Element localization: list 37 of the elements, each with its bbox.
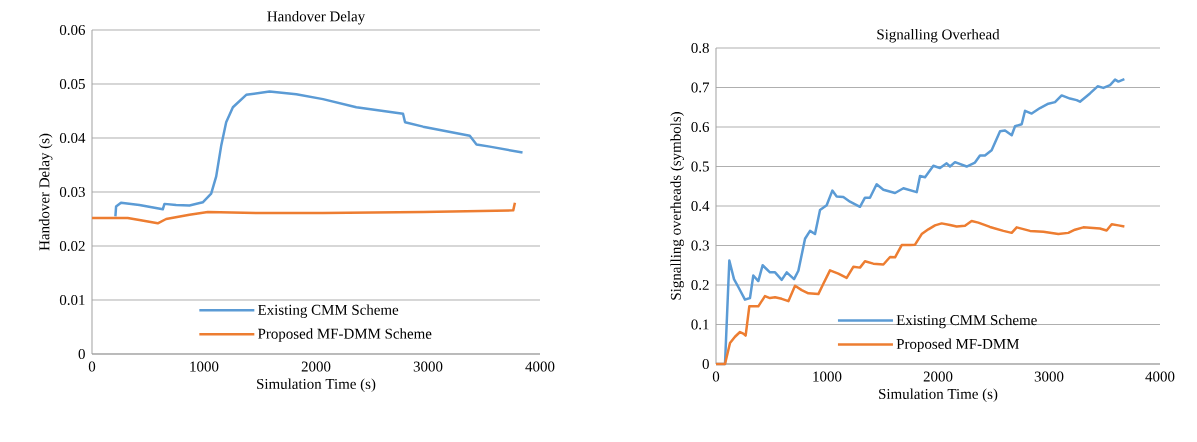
y-tick-label: 0.05 xyxy=(59,78,85,90)
x-tick-label: 3000 xyxy=(413,361,443,372)
y-tick-label: 0.1 xyxy=(691,319,709,330)
x-tick-label: 1000 xyxy=(813,371,842,382)
y-tick-label: 0.06 xyxy=(59,24,86,36)
chart-title: Handover Delay xyxy=(267,10,366,25)
y-axis-title: Signalling overheads (symbols) xyxy=(670,112,684,300)
legend-label: Proposed MF-DMM xyxy=(896,338,1020,353)
y-tick-label: 0.04 xyxy=(59,132,86,144)
y-tick-label: 0.3 xyxy=(691,240,709,251)
y-axis-title: Handover Delay (s) xyxy=(38,133,53,251)
x-tick-label: 2000 xyxy=(301,361,331,372)
x-tick-label: 2000 xyxy=(923,371,953,382)
y-tick-label: 0.5 xyxy=(691,161,709,172)
y-tick-label: 0.03 xyxy=(59,186,85,198)
x-tick-label: 4000 xyxy=(1145,371,1175,382)
x-tick-label: 3000 xyxy=(1034,371,1064,382)
x-tick-label: 4000 xyxy=(525,361,555,372)
chart-title: Signalling Overhead xyxy=(877,28,1000,43)
y-tick-label: 0.01 xyxy=(59,294,85,306)
x-axis-title: Simulation Time (s) xyxy=(257,378,376,392)
y-tick-label: 0.02 xyxy=(59,240,85,252)
legend-label: Proposed MF-DMM Scheme xyxy=(258,328,432,342)
legend-label: Existing CMM Scheme xyxy=(896,314,1037,329)
x-tick-label: 0 xyxy=(712,371,720,382)
line-series xyxy=(114,90,524,218)
y-tick-label: 0.4 xyxy=(691,200,710,212)
x-tick-label: 0 xyxy=(88,361,96,372)
line-series xyxy=(90,201,517,225)
x-axis-title: Simulation Time (s) xyxy=(879,388,998,402)
y-tick-label: 0.2 xyxy=(691,279,709,291)
legend-label: Existing CMM Scheme xyxy=(258,304,399,318)
y-tick-label: 0.8 xyxy=(691,42,709,54)
y-tick-label: 0.7 xyxy=(691,82,710,93)
x-tick-label: 1000 xyxy=(190,361,219,372)
y-tick-label: 0 xyxy=(78,348,85,360)
y-tick-label: 0.6 xyxy=(691,121,710,133)
